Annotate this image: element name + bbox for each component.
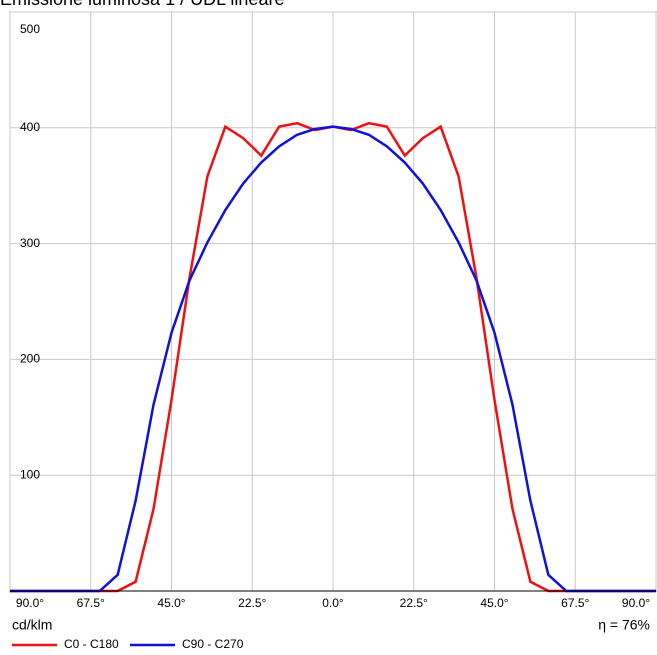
x-tick-label: 0.0° — [322, 596, 344, 610]
y-tick-label: 400 — [20, 120, 40, 134]
x-tick-label: 45.0° — [157, 596, 185, 610]
x-tick-label: 90.0° — [622, 596, 650, 610]
legend-label: C90 - C270 — [182, 637, 244, 651]
chart-title: Emissione luminosa 1 / UDL lineare — [0, 0, 284, 9]
y-tick-label: 500 — [20, 22, 40, 36]
y-tick-label: 100 — [20, 467, 40, 481]
y-tick-label: 300 — [20, 236, 40, 250]
series-line — [10, 125, 656, 593]
x-tick-label: 45.0° — [480, 596, 508, 610]
legend-label: C0 - C180 — [64, 637, 119, 651]
x-tick-label: 67.5° — [561, 596, 589, 610]
annotation: η = 76% — [598, 617, 650, 633]
x-tick-label: 22.5° — [238, 596, 266, 610]
y-tick-label: 200 — [20, 352, 40, 366]
x-tick-label: 67.5° — [77, 596, 105, 610]
x-tick-label: 90.0° — [16, 596, 44, 610]
y-axis-label: cd/klm — [12, 617, 52, 633]
x-tick-label: 22.5° — [400, 596, 428, 610]
